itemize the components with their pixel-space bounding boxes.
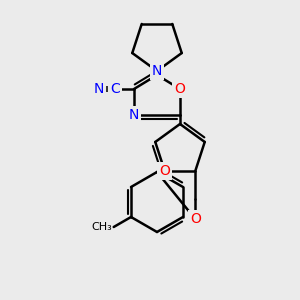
Text: CH₃: CH₃ (91, 222, 112, 232)
Text: C: C (110, 82, 120, 96)
Text: O: O (159, 164, 170, 178)
Text: O: O (190, 212, 201, 226)
Text: O: O (175, 82, 185, 96)
Text: N: N (129, 108, 139, 122)
Text: N: N (152, 64, 162, 78)
Text: N: N (94, 82, 104, 96)
